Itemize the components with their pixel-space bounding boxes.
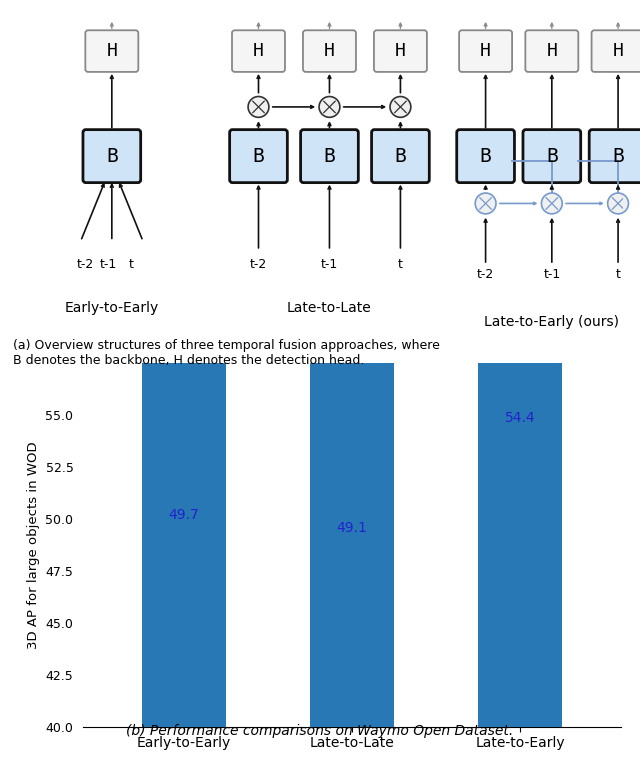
Text: H: H	[547, 42, 557, 60]
Text: t: t	[616, 268, 621, 281]
Text: t: t	[128, 258, 133, 272]
Text: B: B	[324, 147, 335, 166]
FancyBboxPatch shape	[232, 30, 285, 72]
Text: t-1: t-1	[543, 268, 561, 281]
Text: B: B	[394, 147, 406, 166]
FancyBboxPatch shape	[83, 129, 141, 182]
Text: t-2: t-2	[477, 268, 494, 281]
FancyBboxPatch shape	[301, 129, 358, 182]
Circle shape	[475, 193, 496, 214]
Text: B: B	[612, 147, 624, 166]
Text: H: H	[395, 42, 406, 60]
Text: (a) Overview structures of three temporal fusion approaches, where
B denotes the: (a) Overview structures of three tempora…	[13, 339, 440, 367]
Circle shape	[541, 193, 563, 214]
Text: t-2: t-2	[77, 258, 94, 272]
Text: t-2: t-2	[250, 258, 267, 272]
FancyBboxPatch shape	[230, 129, 287, 182]
Text: Late-to-Early (ours): Late-to-Early (ours)	[484, 315, 620, 329]
Text: Late-to-Late: Late-to-Late	[287, 301, 372, 314]
Text: B: B	[546, 147, 557, 166]
Circle shape	[319, 96, 340, 117]
Text: H: H	[253, 42, 264, 60]
Text: H: H	[612, 42, 623, 60]
Text: 49.1: 49.1	[337, 521, 367, 534]
Text: t: t	[398, 258, 403, 272]
Text: Early-to-Early: Early-to-Early	[65, 301, 159, 314]
Text: t-1: t-1	[321, 258, 338, 272]
FancyBboxPatch shape	[523, 129, 580, 182]
FancyBboxPatch shape	[85, 30, 138, 72]
FancyBboxPatch shape	[525, 30, 579, 72]
Text: (b) Performance comparisons on Waymo Open Dataset.: (b) Performance comparisons on Waymo Ope…	[126, 724, 514, 738]
FancyBboxPatch shape	[457, 129, 515, 182]
Bar	[310, 0, 394, 727]
Y-axis label: 3D AP for large objects in WOD: 3D AP for large objects in WOD	[27, 441, 40, 649]
FancyBboxPatch shape	[374, 30, 427, 72]
Text: H: H	[106, 42, 117, 60]
FancyBboxPatch shape	[589, 129, 640, 182]
Bar	[142, 0, 226, 727]
Text: 49.7: 49.7	[168, 508, 200, 522]
Circle shape	[607, 193, 628, 214]
FancyBboxPatch shape	[372, 129, 429, 182]
Text: B: B	[480, 147, 492, 166]
FancyBboxPatch shape	[591, 30, 640, 72]
FancyBboxPatch shape	[303, 30, 356, 72]
Text: H: H	[324, 42, 335, 60]
Circle shape	[390, 96, 411, 117]
Text: B: B	[253, 147, 264, 166]
Text: B: B	[106, 147, 118, 166]
FancyBboxPatch shape	[459, 30, 512, 72]
Circle shape	[248, 96, 269, 117]
Text: H: H	[480, 42, 491, 60]
Text: 54.4: 54.4	[505, 410, 535, 425]
Bar	[478, 0, 562, 727]
Text: t-1: t-1	[99, 258, 116, 272]
